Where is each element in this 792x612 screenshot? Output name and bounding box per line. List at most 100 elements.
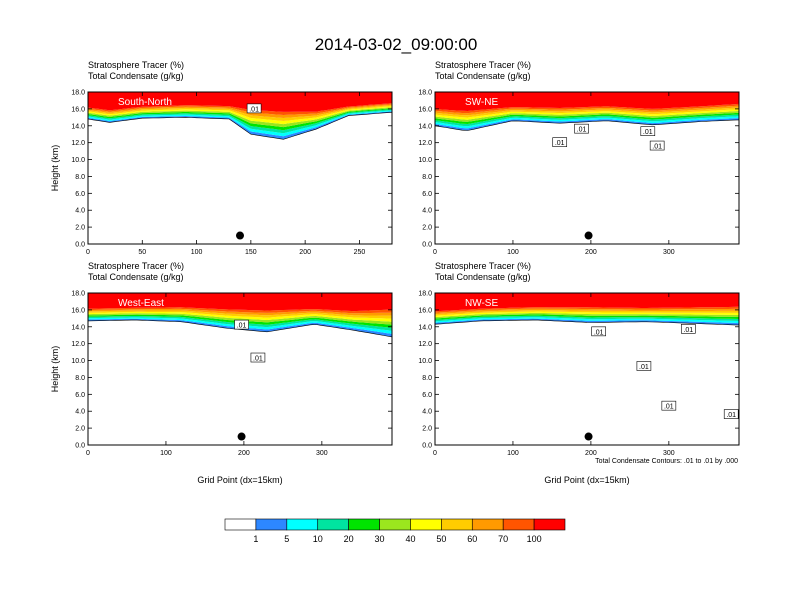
tracer-band-9 [435, 103, 739, 114]
y-tick-label: 0.0 [422, 443, 432, 450]
colorbar-swatch [441, 518, 473, 531]
y-tick-label: 18.0 [418, 291, 432, 298]
y-tick-label: 12.0 [418, 341, 432, 348]
y-tick-label: 16.0 [71, 307, 85, 314]
tracer-band-10 [435, 293, 739, 312]
figure-title: 2014-03-02_09:00:00 [315, 35, 478, 54]
contour-label: .01 [237, 323, 247, 330]
contour-label-box [591, 326, 606, 337]
contour-label-box [661, 400, 677, 411]
condensate-contour [88, 319, 392, 338]
colorbar-swatch [286, 518, 319, 531]
y-tick-label: 16.0 [418, 307, 432, 314]
tracer-band-3 [435, 315, 739, 322]
y-tick-label: 4.0 [75, 208, 85, 215]
tracer-band-8 [88, 104, 392, 118]
tracer-shading [435, 293, 739, 326]
tracer-band-8 [88, 308, 392, 316]
panel-title-line: Stratosphere Tracer (%) [435, 60, 531, 70]
condensate-contour [435, 119, 739, 131]
location-marker [236, 231, 244, 240]
x-tick-label: 200 [299, 249, 311, 256]
y-tick-label: 0.0 [422, 242, 432, 249]
y-tick-label: 6.0 [422, 191, 432, 198]
panel-title-line: Total Condensate (g/kg) [435, 71, 531, 81]
y-tick-label: 12.0 [71, 140, 85, 147]
x-tick-label: 100 [507, 450, 519, 457]
y-tick-label: 6.0 [422, 392, 432, 399]
contour-label: .01 [652, 144, 662, 151]
y-tick-label: 14.0 [71, 123, 85, 130]
x-tick-label: 0 [433, 249, 437, 256]
y-axis-label: Height (km) [50, 346, 60, 393]
x-tick-label: 100 [191, 249, 203, 256]
panel-title-line: Total Condensate (g/kg) [88, 272, 184, 282]
tracer-shading [435, 92, 739, 131]
contour-label-box [574, 123, 589, 134]
y-tick-label: 10.0 [418, 157, 432, 164]
y-tick-label: 8.0 [422, 174, 432, 181]
contour-label: .01 [577, 127, 587, 134]
contour-label-box [723, 409, 739, 419]
y-tick-label: 4.0 [422, 208, 432, 215]
tracer-band-6 [435, 109, 739, 120]
colorbar: 1 5 10 20 30 40 50 60 70 100 [224, 518, 566, 544]
tracer-band-6 [88, 106, 392, 125]
panels: 0.0 2.0 4.0 6.0 8.0 10.0 12.0 14.0 16.0 18.0 0 50 10… [50, 60, 740, 485]
colorbar-swatch [471, 518, 504, 531]
x-tick-label: 150 [245, 249, 257, 256]
x-tick-label: 200 [585, 450, 597, 457]
contour-label-box [640, 126, 656, 136]
tracer-band-2 [435, 317, 739, 324]
x-tick-label: 200 [238, 450, 250, 457]
panel-1: 0.0 2.0 4.0 6.0 8.0 10.0 12.0 14.0 16.0 18.0 0 100 2… [418, 60, 740, 256]
tracer-band-9 [88, 307, 392, 314]
y-tick-label: 8.0 [75, 375, 85, 382]
panel-label: SW-NE [465, 97, 498, 108]
y-tick-label: 2.0 [75, 426, 85, 433]
colorbar-swatch [224, 518, 257, 531]
location-marker [584, 231, 593, 240]
colorbar-label: 40 [405, 534, 415, 544]
tracer-band-3 [88, 109, 392, 134]
tracer-band-8 [435, 105, 739, 116]
tracer-band-5 [435, 111, 739, 122]
tracer-band-4 [435, 314, 739, 320]
y-tick-label: 0.0 [75, 443, 85, 450]
colorbar-label: 50 [436, 534, 446, 544]
tracer-band-3 [435, 114, 739, 127]
condensate-contour [88, 112, 392, 140]
y-tick-label: 18.0 [71, 291, 85, 298]
y-tick-label: 14.0 [418, 123, 432, 130]
plot-frame [434, 91, 740, 245]
contour-label-box [681, 324, 696, 334]
y-tick-label: 4.0 [75, 409, 85, 416]
panel-title-line: Stratosphere Tracer (%) [435, 261, 531, 271]
y-tick-label: 0.0 [75, 242, 85, 249]
y-tick-label: 2.0 [75, 225, 85, 232]
colorbar-label: 10 [313, 534, 323, 544]
x-tick-label: 100 [507, 249, 519, 256]
tracer-band-7 [88, 105, 392, 121]
colorbar-label: 5 [284, 534, 289, 544]
x-tick-label: 0 [86, 249, 90, 256]
tracer-band-6 [435, 311, 739, 318]
panel-label: South-North [118, 97, 172, 108]
colorbar-label: 1 [253, 534, 258, 544]
y-tick-label: 8.0 [75, 174, 85, 181]
tracer-band-7 [435, 107, 739, 118]
x-tick-label: 250 [354, 249, 366, 256]
contour-label: .01 [639, 364, 649, 371]
tracer-band-4 [435, 112, 739, 124]
plot-frame [87, 91, 393, 245]
y-tick-label: 10.0 [71, 157, 85, 164]
panel-title-line: Stratosphere Tracer (%) [88, 261, 184, 271]
y-tick-label: 18.0 [71, 90, 85, 97]
panel-3: 0.0 2.0 4.0 6.0 8.0 10.0 12.0 14.0 16.0 18.0 0 100 2… [418, 261, 740, 485]
tracer-band-10 [88, 92, 392, 112]
colorbar-label: 70 [498, 534, 508, 544]
y-tick-label: 18.0 [418, 90, 432, 97]
panel-title-line: Stratosphere Tracer (%) [88, 60, 184, 70]
colorbar-label: 60 [467, 534, 477, 544]
y-tick-label: 12.0 [418, 140, 432, 147]
